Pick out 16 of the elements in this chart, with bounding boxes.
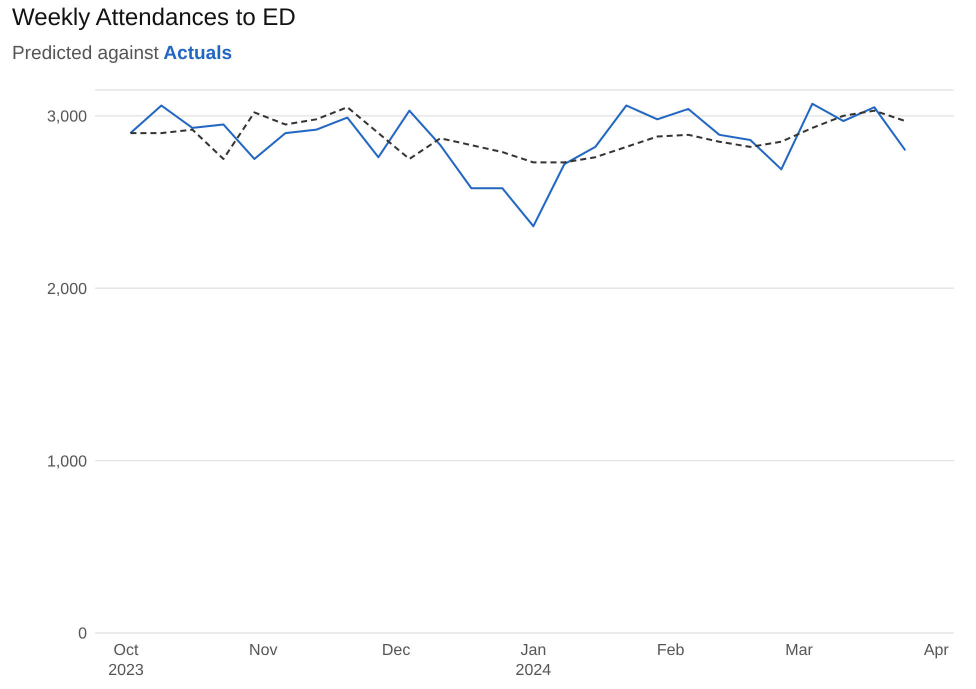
y-tick-label: 0: [78, 626, 88, 643]
chart-subtitle: Predicted against: [12, 43, 159, 64]
x-tick-label: Dec: [382, 642, 410, 659]
y-tick-label: 3,000: [46, 108, 88, 126]
line-series: [129, 106, 906, 164]
x-tick-label: Nov: [249, 642, 278, 659]
x-tick-label: Jan 2024: [516, 642, 552, 679]
x-tick-label: Apr: [924, 642, 950, 659]
y-tick-label: 2,000: [46, 280, 88, 298]
chart-title: Weekly Attendances to ED: [12, 4, 296, 32]
text: Actuals: [162, 43, 232, 64]
x-tick-label: Mar: [785, 642, 814, 659]
y-tick-label: 1,000: [46, 453, 88, 470]
line-series: [129, 102, 906, 228]
x-tick-label: Feb: [656, 642, 684, 659]
x-tick-label: Oct 2023: [108, 642, 144, 679]
